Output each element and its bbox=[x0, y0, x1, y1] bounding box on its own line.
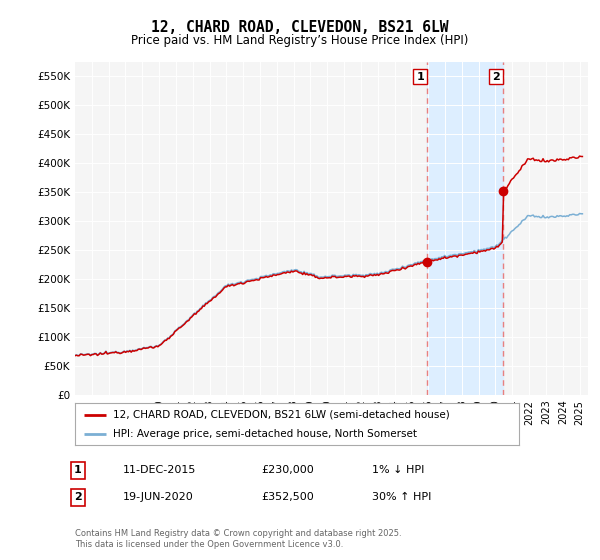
Text: Price paid vs. HM Land Registry’s House Price Index (HPI): Price paid vs. HM Land Registry’s House … bbox=[131, 34, 469, 46]
Text: 2: 2 bbox=[492, 72, 500, 82]
Text: £230,000: £230,000 bbox=[261, 465, 314, 475]
Text: HPI: Average price, semi-detached house, North Somerset: HPI: Average price, semi-detached house,… bbox=[113, 429, 417, 439]
Text: 2: 2 bbox=[74, 492, 82, 502]
Text: 12, CHARD ROAD, CLEVEDON, BS21 6LW (semi-detached house): 12, CHARD ROAD, CLEVEDON, BS21 6LW (semi… bbox=[113, 409, 449, 419]
Text: 19-JUN-2020: 19-JUN-2020 bbox=[123, 492, 194, 502]
Text: 11-DEC-2015: 11-DEC-2015 bbox=[123, 465, 196, 475]
Text: £352,500: £352,500 bbox=[261, 492, 314, 502]
Bar bbox=[427, 62, 503, 395]
Text: Contains HM Land Registry data © Crown copyright and database right 2025.
This d: Contains HM Land Registry data © Crown c… bbox=[75, 529, 401, 549]
Text: 1: 1 bbox=[74, 465, 82, 475]
Text: 1: 1 bbox=[416, 72, 424, 82]
Text: 1% ↓ HPI: 1% ↓ HPI bbox=[372, 465, 424, 475]
Text: 12, CHARD ROAD, CLEVEDON, BS21 6LW: 12, CHARD ROAD, CLEVEDON, BS21 6LW bbox=[151, 20, 449, 35]
Text: 30% ↑ HPI: 30% ↑ HPI bbox=[372, 492, 431, 502]
